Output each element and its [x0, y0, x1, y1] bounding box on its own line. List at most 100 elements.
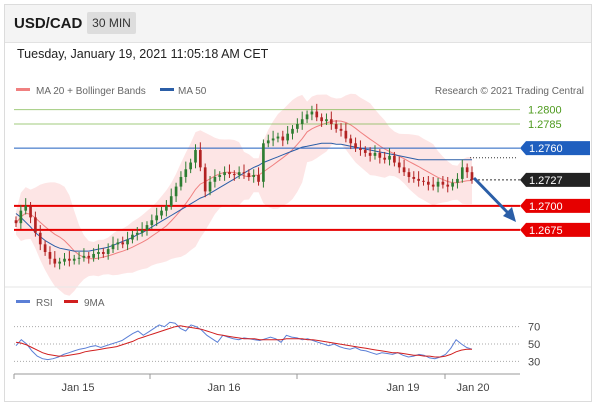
candle-body	[184, 169, 188, 177]
candle-body	[199, 150, 202, 168]
candle-body	[179, 176, 183, 187]
candle-body	[446, 184, 450, 187]
candle-body	[24, 205, 28, 211]
candle-body	[422, 180, 425, 182]
candle-body	[412, 176, 416, 179]
candle-body	[203, 167, 207, 192]
candles-layer	[14, 103, 474, 270]
candle-body	[131, 234, 134, 240]
candle-body	[436, 181, 440, 187]
candle-body	[363, 150, 367, 153]
rsi-tick-label: 30	[528, 356, 540, 368]
chart-widget: USD/CAD 30 MIN Tuesday, January 19, 2021…	[4, 4, 592, 402]
last-price-label: 1.2727	[529, 175, 563, 187]
candle-body	[383, 157, 387, 160]
candle-body	[160, 210, 163, 216]
candle-body	[53, 258, 57, 264]
candle-body	[150, 220, 154, 226]
candle-body	[407, 172, 411, 177]
resistance-label: 1.2785	[528, 119, 562, 131]
ma50-legend-swatch	[160, 88, 174, 91]
candle-body	[388, 155, 391, 160]
pivot-tag	[520, 141, 590, 156]
candle-body	[271, 138, 275, 141]
candle-body	[48, 252, 52, 259]
candle-body	[194, 150, 197, 163]
ma20-legend-swatch	[16, 88, 30, 91]
candle-body	[34, 217, 37, 233]
candle-body	[121, 242, 125, 245]
candle-body	[465, 167, 469, 173]
candle-body	[276, 136, 280, 139]
candle-body	[228, 172, 231, 175]
candle-body	[441, 181, 445, 185]
candle-body	[77, 257, 81, 259]
candle-body	[262, 143, 265, 182]
candle-body	[378, 152, 382, 158]
support-tag	[520, 222, 590, 237]
timeframe-badge[interactable]: 30 MIN	[87, 12, 136, 34]
candle-body	[242, 172, 246, 174]
candle-body	[72, 258, 76, 261]
rsi-legend-swatch	[16, 300, 30, 303]
levels-layer: 1.2800 1.2785 1.2760 1.2727 1.2700 1.2675	[14, 105, 590, 237]
x-tick-label: Jan 19	[386, 382, 419, 394]
candle-body	[291, 128, 294, 134]
candle-body	[63, 258, 66, 262]
candle-body	[145, 225, 149, 230]
candle-body	[252, 175, 256, 177]
candle-body	[373, 152, 377, 156]
candle-body	[354, 143, 357, 149]
candle-body	[451, 182, 454, 187]
candle-body	[38, 232, 42, 245]
rsi-ma-legend-swatch	[64, 300, 78, 303]
symbol-label: USD/CAD	[14, 15, 83, 32]
candle-body	[208, 181, 212, 192]
candle-body	[417, 178, 420, 181]
candle-body	[431, 184, 435, 187]
candle-body	[368, 152, 372, 156]
candle-body	[232, 174, 236, 176]
candle-body	[223, 172, 226, 176]
rsi-tick-label: 70	[528, 322, 540, 334]
candle-body	[92, 253, 95, 258]
candle-body	[329, 119, 333, 125]
candle-body	[349, 138, 353, 144]
candle-body	[286, 133, 289, 141]
rsi-legend: RSI 9MA	[16, 298, 105, 309]
candle-body	[43, 244, 47, 253]
candle-body	[427, 181, 430, 185]
candle-body	[237, 172, 241, 176]
candle-body	[266, 140, 270, 144]
rsi-ma-line	[15, 325, 472, 358]
resistance-label: 1.2800	[528, 105, 562, 117]
candle-body	[101, 252, 105, 254]
rsi-ma-legend-label: 9MA	[84, 298, 105, 309]
candle-body	[97, 252, 100, 254]
support-tag	[520, 198, 590, 213]
candle-body	[140, 229, 144, 233]
candle-body	[339, 128, 343, 131]
support-label: 1.2675	[529, 225, 563, 237]
candle-body	[393, 155, 396, 163]
datetime-label: Tuesday, January 19, 2021 11:05:18 AM CE…	[17, 47, 269, 61]
bollinger-band	[16, 93, 472, 296]
copyright-label: Research © 2021 Trading Central	[435, 86, 584, 97]
candle-body	[58, 261, 61, 264]
last-price-tag	[520, 172, 590, 187]
candle-body	[310, 111, 314, 115]
x-tick-label: Jan 20	[456, 382, 489, 394]
rsi-legend-label: RSI	[36, 298, 53, 309]
candle-body	[456, 178, 459, 183]
candle-body	[344, 130, 348, 139]
candle-body	[218, 175, 222, 177]
candle-body	[305, 114, 309, 120]
candle-body	[19, 210, 23, 224]
candle-body	[169, 196, 173, 206]
pivot-label: 1.2760	[529, 143, 563, 155]
support-label: 1.2700	[529, 201, 563, 213]
candle-body	[189, 162, 192, 170]
candle-body	[320, 117, 323, 122]
ma20-legend-label: MA 20 + Bollinger Bands	[36, 86, 146, 97]
